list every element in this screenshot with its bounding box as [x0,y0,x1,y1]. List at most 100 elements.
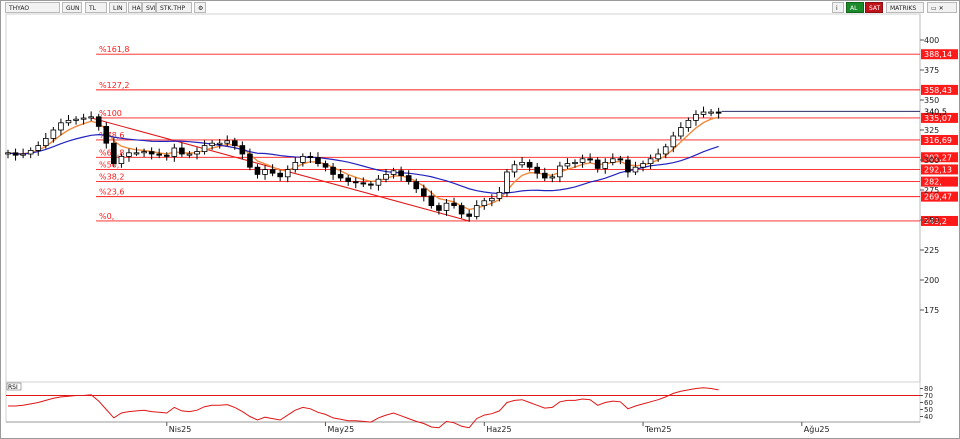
indicator-button[interactable]: STK.THP [156,2,192,13]
candle-down [111,142,117,164]
candle-up [292,161,299,170]
candle-down [398,170,404,177]
candle-up [564,163,571,167]
candle-up [685,120,692,129]
candle-up [43,137,49,146]
candle-up [5,152,11,155]
symbol-field[interactable]: THYAO [5,2,60,13]
rsi-tick-label: 50 [924,406,933,414]
fibonacci-level-label: %161,8 [99,45,130,54]
candle-up [133,152,140,155]
buy-button[interactable]: AL [846,2,864,13]
fibonacci-price-tag [921,112,958,123]
candle-up [35,145,42,151]
candle-down [307,155,314,158]
chart-type-button[interactable]: SVD [142,2,156,13]
candle-up [186,153,193,156]
candle-up [126,152,132,157]
rsi-tick-label: 80 [924,385,933,393]
candle-down [231,140,238,147]
fibonacci-level-label: %38,2 [99,173,124,182]
volume-button[interactable]: HAC [128,2,142,13]
rsi-line [8,387,719,429]
candle-down [368,183,374,186]
candle-up [118,155,125,164]
toolbar-icon-button[interactable]: ⚙ [194,2,206,13]
candle-up [481,200,488,207]
candle-down [337,173,344,179]
fibonacci-price-tag [921,134,958,145]
candle-up [20,153,26,156]
candle-down [360,182,367,185]
candle-down [277,172,283,178]
window-controls[interactable]: ▭ ✕ [927,2,957,13]
candle-up [708,111,714,114]
candle-up [511,164,518,173]
candles-layer [5,106,722,222]
period-button[interactable]: GUN [62,2,82,13]
info-button[interactable]: i [832,2,844,13]
sell-button[interactable]: SAT [865,2,883,13]
fibonacci-price-tag [921,152,958,163]
fibonacci-price-tag [921,176,958,187]
fibonacci-price-tag [921,215,958,226]
candle-up [700,111,707,115]
candle-down [247,153,253,168]
candle-down [179,147,185,155]
fibonacci-level-label: %127,2 [99,81,130,90]
fibonacci-price-value: 292,13 [924,165,952,174]
fibonacci-price-value: 282, [924,178,942,187]
time-tick-label: Ağu25 [804,425,830,434]
candle-up [216,142,223,145]
price-tick-label: 275 [924,186,939,195]
candle-up [50,129,57,139]
matriks-button[interactable]: MATRIKS [886,2,924,13]
currency-button[interactable]: TL [85,2,107,13]
fibonacci-price-tag [921,164,958,175]
candle-down [254,166,261,175]
candle-up [504,171,510,193]
candle-up [375,178,382,186]
candle-up [65,120,72,124]
price-ticks-layer: 400 375 350 325 300 275 250 225 200 175 [920,36,939,315]
candle-down [617,158,624,161]
rsi-tick-label: 60 [924,399,933,407]
info-icon: i [836,5,838,12]
last-price-label: 340,5 [924,107,947,116]
candle-down [345,177,351,182]
candle-up [300,155,306,163]
fibonacci-level-label: %50, [99,160,119,169]
candle-up [58,122,64,131]
candle-up [632,166,639,173]
candle-down [103,126,110,144]
sma-slow-line [7,134,719,195]
price-tick-label: 300 [924,156,939,165]
candle-up [73,118,79,121]
scale-button[interactable]: LIN [109,2,127,13]
candle-up [489,197,495,202]
settings-icon: ⚙ [198,5,204,12]
rsi-label: RSI [8,384,18,391]
price-tick-label: 250 [924,216,939,225]
candle-down [413,181,420,190]
candle-down [269,169,276,174]
candle-down [428,195,435,206]
rsi-tag-box [6,382,22,391]
candle-up [496,191,503,199]
candle-up [171,147,178,157]
window-icon: ▭ ✕ [931,5,944,12]
fibonacci-price-value: 388,14 [924,50,952,59]
candle-down [148,151,155,155]
rsi-plot-area[interactable] [5,381,921,423]
fibonacci-level-label: %23,6 [99,188,124,197]
candle-down [405,175,412,183]
candle-down [625,159,631,173]
candle-down [156,153,163,156]
candle-down [95,116,102,127]
time-tick-label: May25 [328,425,355,434]
candle-up [549,176,556,179]
candle-up [141,151,147,154]
candle-down [587,158,593,161]
price-plot-area[interactable] [5,13,921,383]
